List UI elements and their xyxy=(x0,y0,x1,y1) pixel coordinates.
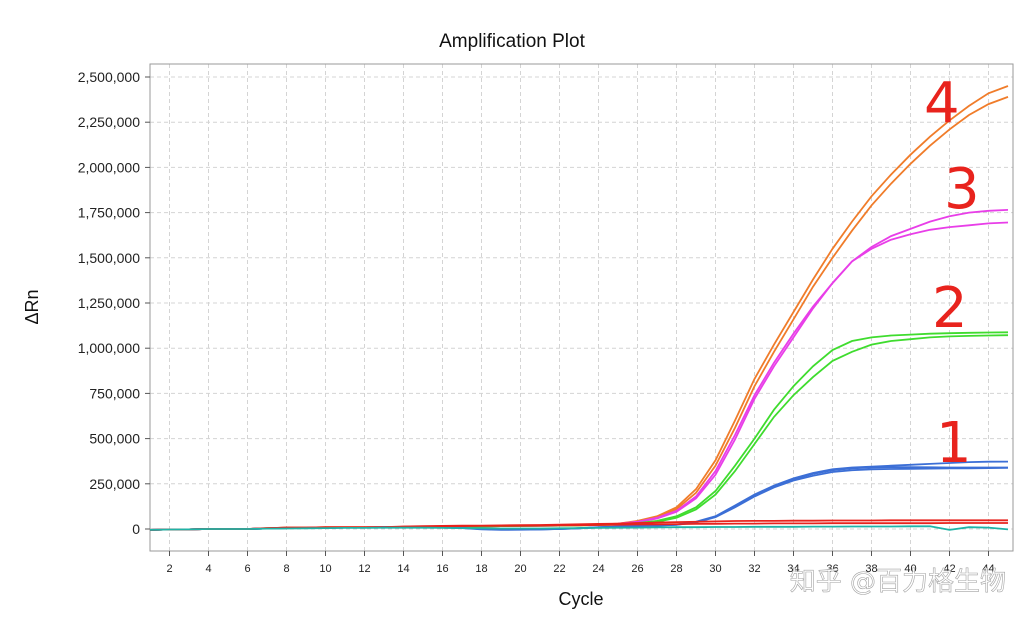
x-tick-label-6: 6 xyxy=(244,563,250,575)
y-axis-title: ΔRn xyxy=(22,289,42,324)
x-tick-label-10: 10 xyxy=(319,563,331,575)
series-line-5 xyxy=(149,334,1009,531)
y-tick-label-9: 2,250,000 xyxy=(78,114,140,130)
y-tick-label-7: 1,750,000 xyxy=(78,205,140,221)
x-tick-label-32: 32 xyxy=(748,563,760,575)
x-tick-label-12: 12 xyxy=(358,563,370,575)
y-tick-label-0: 0 xyxy=(132,521,140,537)
y-tick-label-5: 1,250,000 xyxy=(78,295,140,311)
x-tick-label-42: 42 xyxy=(943,563,955,575)
series-line-1 xyxy=(149,96,1009,531)
annotation-1: 1 xyxy=(936,411,972,476)
x-tick-label-30: 30 xyxy=(709,563,721,575)
y-tick-label-4: 1,000,000 xyxy=(78,340,140,356)
x-tick-label-20: 20 xyxy=(514,563,526,575)
x-tick-label-40: 40 xyxy=(904,563,916,575)
x-tick-label-34: 34 xyxy=(787,563,799,575)
plot-frame xyxy=(149,63,1014,552)
series-lines xyxy=(149,85,1009,531)
annotation-4: 4 xyxy=(924,71,960,136)
x-tick-label-36: 36 xyxy=(826,563,838,575)
watermark: 知乎 @百力格生物 xyxy=(790,567,1006,597)
x-tick-label-44: 44 xyxy=(982,563,994,575)
x-tick-label-4: 4 xyxy=(205,563,211,575)
series-line-0 xyxy=(149,85,1009,531)
x-tick-label-8: 8 xyxy=(283,563,289,575)
x-tick-label-28: 28 xyxy=(670,563,682,575)
x-tick-label-38: 38 xyxy=(865,563,877,575)
y-tick-label-6: 1,500,000 xyxy=(78,250,140,266)
x-axis-title: Cycle xyxy=(558,589,603,609)
gridlines xyxy=(150,64,1013,551)
x-axis-ticks: 2 4 6 8 10 12 14 16 18 20 22 24 26 28 30 32 34 36 38 40 42 44 xyxy=(166,551,995,575)
annotation-2: 2 xyxy=(932,276,968,341)
x-tick-label-2: 2 xyxy=(166,563,172,575)
x-tick-label-16: 16 xyxy=(436,563,448,575)
x-tick-label-14: 14 xyxy=(397,563,409,575)
x-tick-label-26: 26 xyxy=(631,563,643,575)
chart-title: Amplification Plot xyxy=(439,31,585,52)
series-line-11 xyxy=(149,525,1009,531)
series-line-4 xyxy=(149,331,1009,531)
y-tick-label-3: 750,000 xyxy=(89,385,140,401)
annotation-3: 3 xyxy=(944,157,980,222)
x-tick-label-18: 18 xyxy=(475,563,487,575)
y-tick-label-8: 2,000,000 xyxy=(78,159,140,175)
x-tick-label-22: 22 xyxy=(553,563,565,575)
y-axis-ticks: 0 250,000 500,000 750,000 1,000,000 1,250,000… xyxy=(78,69,150,537)
x-tick-label-24: 24 xyxy=(592,563,604,575)
y-tick-label-1: 250,000 xyxy=(89,476,140,492)
y-tick-label-2: 500,000 xyxy=(89,431,140,447)
y-tick-label-10: 2,500,000 xyxy=(78,69,140,85)
